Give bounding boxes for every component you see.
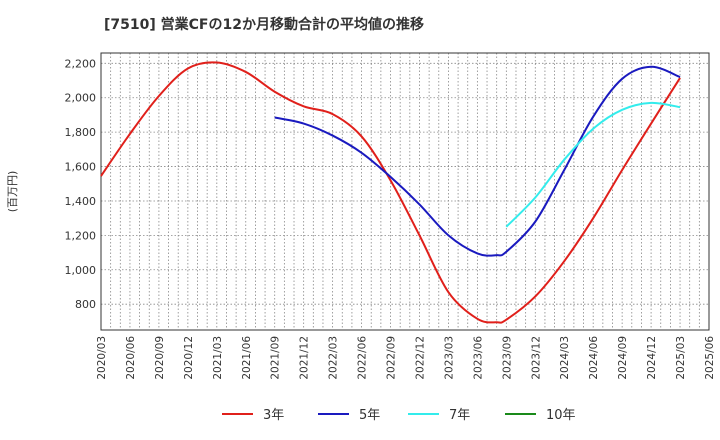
y-tick-label: 1,000 <box>65 264 97 277</box>
y-tick-label: 800 <box>75 298 96 311</box>
x-tick-label: 2024/03 <box>559 336 571 380</box>
x-tick-label: 2022/09 <box>386 336 398 380</box>
x-tick-label: 2022/03 <box>328 336 340 380</box>
x-tick-label: 2021/09 <box>270 336 282 380</box>
y-tick-label: 1,200 <box>65 229 97 242</box>
x-tick-label: 2021/03 <box>212 336 224 380</box>
x-tick-label: 2023/06 <box>472 336 484 380</box>
y-tick-label: 1,600 <box>65 161 97 174</box>
x-tick-label: 2023/09 <box>501 336 513 380</box>
legend-label-4: 10年 <box>546 408 576 423</box>
x-tick-label: 2024/06 <box>588 336 600 380</box>
x-tick-label: 2024/12 <box>646 336 658 380</box>
x-tick-label: 2020/03 <box>96 336 108 380</box>
y-tick-label: 2,000 <box>65 92 97 105</box>
chart-title: [7510] 営業CFの12か月移動合計の平均値の推移 <box>104 17 424 33</box>
x-tick-label: 2023/12 <box>530 336 542 380</box>
x-tick-label: 2021/06 <box>241 336 253 380</box>
series-line-1 <box>100 61 681 324</box>
x-tick-label: 2022/12 <box>414 336 426 380</box>
x-tick-label: 2022/06 <box>357 336 369 380</box>
x-tick-label: 2020/12 <box>183 336 195 380</box>
series-line-3 <box>505 101 681 228</box>
legend-label-2: 5年 <box>359 408 380 423</box>
legend-label-1: 3年 <box>263 408 284 423</box>
x-tick-label: 2020/06 <box>125 336 137 380</box>
y-tick-label: 1,800 <box>65 126 97 139</box>
plot-border <box>100 52 710 331</box>
legend-label-3: 7年 <box>449 408 470 423</box>
x-tick-label: 2023/03 <box>443 336 455 380</box>
x-tick-label: 2021/12 <box>299 336 311 380</box>
x-tick-label: 2025/06 <box>704 336 716 380</box>
x-tick-label: 2020/09 <box>154 336 166 380</box>
x-tick-label: 2024/09 <box>617 336 629 380</box>
y-tick-label: 1,400 <box>65 195 97 208</box>
y-tick-label: 2,200 <box>65 57 97 70</box>
y-axis-label: (百万円) <box>6 171 19 213</box>
x-tick-label: 2025/03 <box>675 336 687 380</box>
series-line-2 <box>274 65 681 257</box>
